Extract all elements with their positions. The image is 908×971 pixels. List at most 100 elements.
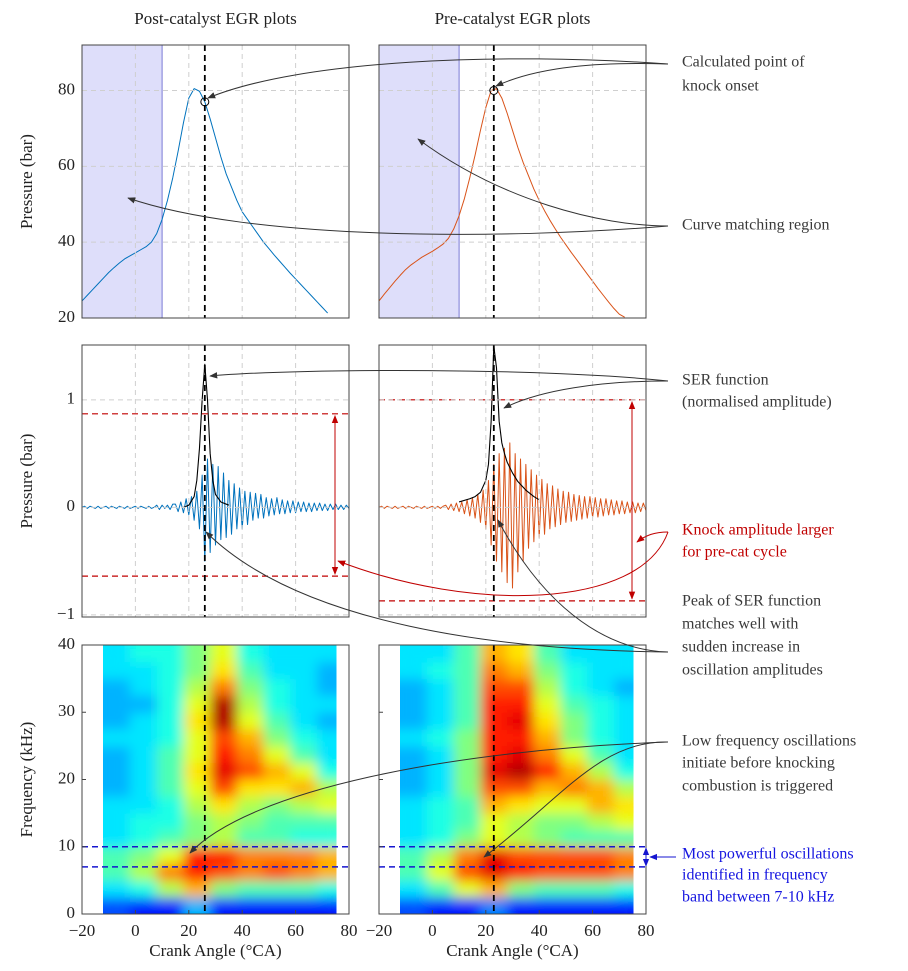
heatmap-cell — [587, 729, 615, 747]
heatmap-cell — [210, 729, 238, 747]
annotation-text: identified in frequency — [682, 867, 828, 884]
heatmap-cell — [507, 796, 535, 814]
heatmap-cell — [236, 829, 265, 848]
heatmap-cell — [290, 678, 318, 696]
heatmap-cell — [587, 712, 615, 730]
heatmap-cell — [400, 880, 428, 898]
series-line — [379, 88, 625, 318]
heatmap-cell — [480, 695, 508, 713]
heatmap-cell — [400, 695, 428, 713]
plot-frame — [378, 344, 647, 618]
heatmap-cell — [236, 745, 265, 764]
annotation-arrow — [189, 741, 669, 854]
heatmap-cell — [130, 829, 158, 848]
heatmap — [400, 645, 634, 914]
heatmap-cell — [210, 796, 238, 814]
heatmap-cell — [290, 745, 318, 764]
heatmap-cell — [453, 745, 481, 764]
heatmap-cell — [400, 678, 428, 696]
y-axis-label: Pressure (bar) — [17, 434, 36, 529]
heatmap-cell — [400, 762, 428, 780]
heatmap-cell — [103, 880, 131, 898]
heatmap-cell — [427, 863, 455, 881]
heatmap-cell — [587, 678, 615, 696]
heatmap-cell — [156, 695, 184, 713]
heatmap-cell — [587, 813, 615, 831]
heatmap-cell — [507, 678, 535, 696]
plot-frame — [81, 644, 350, 915]
heatmap-cell — [103, 762, 131, 780]
heatmap-cell — [427, 712, 455, 730]
heatmap-cell — [427, 695, 455, 713]
heatmap-cell — [480, 863, 508, 881]
heatmap-cell — [427, 661, 455, 680]
annotation-text: Curve matching region — [682, 217, 830, 234]
heatmap-cell — [560, 880, 588, 898]
plot-area — [82, 45, 329, 318]
heatmap-cell — [400, 712, 428, 730]
heatmap-cell — [507, 846, 535, 865]
heatmap-cell — [480, 813, 508, 831]
heatmap-cell — [507, 729, 535, 747]
heatmap-cell — [156, 645, 184, 663]
heatmap-cell — [210, 880, 238, 898]
heatmap-cell — [560, 846, 588, 865]
heatmap-cell — [587, 695, 615, 713]
heatmap-cell — [453, 712, 481, 730]
annotation-text: sudden increase in — [682, 639, 800, 656]
heatmap-cell — [236, 880, 265, 898]
heatmap-cell — [533, 813, 562, 831]
annotation-arrow — [337, 531, 669, 597]
heatmap-cell — [156, 813, 184, 831]
plot-area — [379, 45, 625, 318]
heatmap-cell — [183, 762, 211, 780]
heatmap-cell — [400, 661, 428, 680]
heatmap-cell — [103, 813, 131, 831]
heatmap — [103, 645, 337, 914]
heatmap-cell — [130, 813, 158, 831]
heatmap-cell — [427, 762, 455, 780]
heatmap-cell — [183, 863, 211, 881]
annotation-text: (normalised amplitude) — [682, 394, 832, 411]
heatmap-cell — [236, 813, 265, 831]
heatmap-cell — [587, 645, 615, 663]
heatmap-cell — [453, 863, 481, 881]
series-line — [458, 345, 540, 503]
heatmap-cell — [263, 863, 291, 881]
heatmap-cell — [156, 880, 184, 898]
annotation-text: SER function — [682, 372, 769, 389]
heatmap-cell — [613, 796, 634, 814]
x-tick-label: −20 — [366, 921, 393, 940]
heatmap-cell — [290, 695, 318, 713]
heatmap-cell — [290, 863, 318, 881]
y-tick-label: 0 — [67, 903, 76, 922]
heatmap-cell — [316, 661, 337, 680]
panel — [81, 644, 350, 915]
heatmap-cell — [130, 678, 158, 696]
heatmap-cell — [587, 779, 615, 797]
knock-onset-point — [489, 86, 499, 95]
heatmap-cell — [290, 897, 318, 914]
y-axis-label: Pressure (bar) — [17, 134, 36, 229]
heatmap-cell — [183, 846, 211, 865]
heatmap-cell — [103, 729, 131, 747]
heatmap-cell — [236, 796, 265, 814]
heatmap-cell — [210, 779, 238, 797]
heatmap-cell — [263, 762, 291, 780]
heatmap-cell — [507, 712, 535, 730]
heatmap-cell — [103, 829, 131, 848]
heatmap-cell — [263, 729, 291, 747]
annotation-arrow — [417, 138, 669, 227]
heatmap-cell — [533, 729, 562, 747]
heatmap-cell — [587, 796, 615, 814]
heatmap-cell — [156, 661, 184, 680]
annotation-arrow — [495, 63, 669, 87]
heatmap-cell — [400, 645, 428, 663]
x-axis-label: Crank Angle (°CA) — [149, 941, 281, 960]
heatmap-cell — [400, 846, 428, 865]
heatmap-cell — [236, 645, 265, 663]
heatmap-cell — [427, 645, 455, 663]
x-axis-label: Crank Angle (°CA) — [446, 941, 578, 960]
heatmap-cell — [210, 897, 238, 914]
